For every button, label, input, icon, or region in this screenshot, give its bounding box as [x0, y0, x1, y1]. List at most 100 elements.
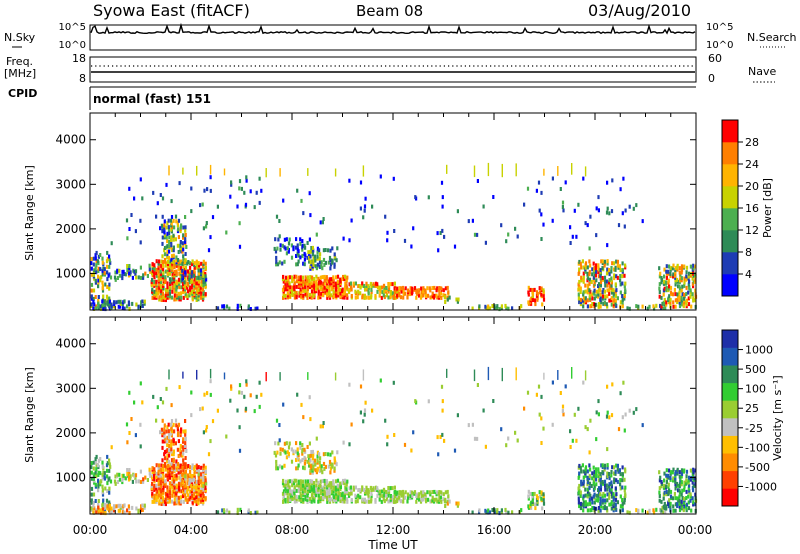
power-cell-1192	[411, 286, 414, 291]
power-cell-932	[325, 275, 328, 280]
velocity-cell-904	[319, 483, 322, 488]
velocity-cell-1103	[367, 493, 370, 498]
power-cell-1629	[674, 282, 677, 287]
velocity-cell-1653	[678, 490, 682, 495]
velocity-cell-965	[334, 485, 338, 490]
velocity-cell-1825	[379, 378, 382, 383]
power-colorbar-swatch-5	[722, 164, 738, 187]
power-cell-393	[182, 287, 185, 292]
power-cell-1498	[613, 291, 616, 296]
velocity-cell-1111	[369, 485, 372, 490]
power-cell-730	[299, 241, 302, 246]
power-cell-1475	[608, 284, 612, 289]
power-cell-673	[199, 268, 203, 273]
velocity-cell-1847	[467, 423, 470, 428]
power-cell-40	[97, 266, 100, 271]
velocity-cell-136	[127, 504, 130, 509]
velocity-cell-111	[106, 504, 109, 509]
velocity-cell-146	[143, 503, 146, 508]
power-cell-33	[97, 299, 100, 303]
power-cell-566	[166, 244, 169, 249]
power-cell-1741	[128, 186, 131, 191]
power-cell-622	[177, 218, 181, 223]
power-cell-1109	[370, 287, 373, 292]
velocity-cell-522	[201, 491, 204, 496]
velocity-cell-170	[126, 468, 129, 472]
velocity-cell-739	[303, 461, 306, 466]
velocity-cell-1204	[420, 496, 423, 501]
velocity-cell-1069	[350, 498, 353, 502]
velocity-cell-1553	[641, 508, 644, 513]
power-cell-6	[90, 266, 93, 271]
velocity-cell-1817	[350, 422, 353, 427]
velocity-cell-1040	[321, 470, 324, 475]
power-cell-273	[162, 271, 165, 276]
power-cell-686	[236, 303, 239, 308]
velocity-cell-1309	[540, 490, 543, 495]
velocity-cell-1117	[374, 485, 378, 490]
velocity-cell-687	[239, 507, 242, 512]
power-cell-793	[293, 295, 296, 300]
power-cell-1478	[608, 272, 611, 277]
power-cell-474	[195, 295, 198, 300]
velocity-cell-516	[200, 465, 203, 470]
power-cell-852	[306, 281, 309, 286]
power-cell-1282	[527, 290, 530, 295]
velocity-cell-627	[179, 450, 183, 455]
power-cell-1532	[621, 294, 624, 298]
velocity-cell-1896	[610, 413, 614, 418]
power-cell-1829	[393, 229, 396, 233]
power-cell-309	[168, 285, 171, 290]
power-cell-1499	[612, 288, 615, 293]
velocity-cell-1005	[345, 481, 348, 486]
velocity-cell-360	[175, 473, 178, 478]
velocity-cell-1507	[614, 497, 618, 502]
x-tick-label-5: 20:00	[578, 523, 613, 537]
velocity-cell-1807	[302, 415, 305, 420]
velocity-cell-260	[160, 463, 163, 468]
power-cell-605	[173, 225, 176, 230]
power-cell-661	[188, 280, 191, 285]
power-cell-1464	[606, 288, 609, 293]
velocity-cell-1560	[659, 507, 662, 512]
velocity-cell-1854	[492, 399, 495, 403]
power-cell-728	[296, 243, 299, 248]
power-cell-1606	[667, 269, 670, 274]
power-cell-883	[315, 285, 318, 290]
power-cell-1894	[606, 180, 609, 185]
velocity-cell-1884	[586, 427, 589, 432]
power-cell-1821	[363, 208, 366, 213]
power-cell-1867	[540, 190, 543, 195]
power-cell-161	[122, 269, 125, 274]
velocity-cell-17	[92, 466, 95, 471]
power-cell-1890	[597, 195, 600, 200]
power-cell-649	[184, 237, 187, 242]
power-cell-247	[160, 293, 163, 298]
velocity-cell-854	[306, 481, 309, 486]
power-cell-3	[90, 288, 93, 293]
velocity-cell-543	[204, 465, 207, 470]
velocity-cell-133	[126, 508, 129, 513]
power-cell-1793	[255, 190, 258, 195]
power-cell-435	[189, 285, 192, 290]
velocity-cell-131	[123, 510, 126, 515]
power-cell-1615	[669, 272, 672, 276]
velocity-cell-1277	[518, 510, 521, 515]
velocity-cell-250	[160, 492, 163, 497]
velocity-cell-1604	[667, 482, 670, 487]
velocity-colorbar-label: Velocity [m s⁻¹]	[771, 375, 784, 460]
velocity-cell-1334	[580, 469, 583, 474]
power-cell-1332	[580, 278, 583, 283]
velocity-cell-187	[148, 467, 151, 472]
velocity-cell-588	[170, 442, 173, 446]
velocity-cell-1862	[535, 392, 538, 397]
power-cell-1763	[199, 203, 202, 208]
velocity-cell-1110	[370, 488, 373, 492]
power-cell-180	[139, 265, 142, 270]
velocity-cell-1182	[404, 490, 407, 495]
velocity-cell-1049	[327, 452, 330, 457]
velocity-cell-1673	[680, 468, 684, 473]
velocity-cell-439	[189, 473, 192, 478]
velocity-cell-268	[162, 485, 165, 490]
velocity-cell-684	[228, 510, 231, 515]
